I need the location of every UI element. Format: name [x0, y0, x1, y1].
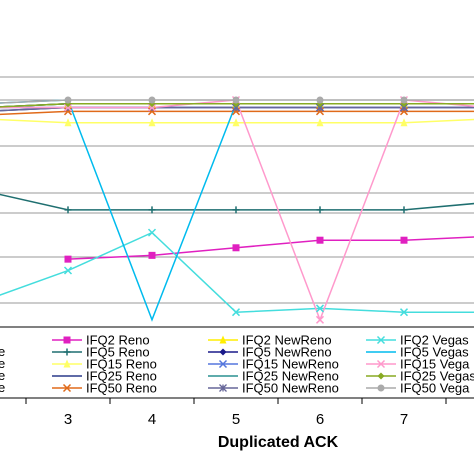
legend-label: IFQ50 NewReno	[242, 381, 339, 396]
data-point-marker	[231, 308, 241, 317]
data-point-marker	[400, 118, 408, 127]
legend-label: IFQ50 Reno	[86, 381, 157, 396]
data-point-marker	[64, 118, 72, 127]
legend-item: IFQ2 NewReno	[208, 333, 332, 348]
data-point-marker	[63, 103, 73, 112]
legend-item: IFQ15 Vega	[366, 357, 470, 372]
legend-label: IFQ5 Vegas	[400, 345, 469, 360]
legend-item: IFQ2 Vegas	[366, 333, 469, 348]
x-tick-label: 7	[400, 411, 408, 428]
legend-label: IFQ15 Reno	[86, 357, 157, 372]
data-point-marker	[316, 206, 324, 214]
legend-label: IFQ50 Vega	[400, 381, 470, 396]
data-point-marker	[316, 236, 324, 244]
data-point-marker	[219, 384, 227, 392]
data-point-marker	[147, 103, 157, 112]
data-point-marker	[316, 96, 324, 104]
legend-label-fragment: e	[0, 356, 5, 371]
legend-label-fragment: e	[0, 380, 5, 395]
data-point-marker	[219, 348, 227, 356]
legend-item: IFQ25 NewReno	[208, 369, 339, 384]
data-point-marker	[64, 206, 72, 214]
data-point-marker	[148, 96, 156, 104]
data-point-marker	[399, 308, 409, 317]
data-point-marker	[148, 118, 156, 127]
x-axis-title: Duplicated ACK	[218, 434, 339, 451]
legend-label: IFQ15 Vega	[400, 357, 470, 372]
legend-item: IFQ25 Vegas	[366, 369, 474, 384]
legend-label: IFQ2 NewReno	[242, 333, 332, 348]
data-point-marker	[64, 255, 72, 263]
legend-item: IFQ50 Reno	[52, 381, 157, 396]
legend-item: IFQ15 NewReno	[208, 357, 339, 372]
legend-label: IFQ2 Reno	[86, 333, 150, 348]
legend-label: IFQ5 NewReno	[242, 345, 332, 360]
data-point-marker	[232, 244, 240, 252]
data-point-marker	[376, 335, 386, 345]
data-point-marker	[377, 372, 385, 380]
series-line	[67, 236, 474, 260]
data-point-marker	[63, 266, 73, 275]
legend-label-fragment: e	[0, 368, 5, 383]
legend-item: IFQ50 Vega	[366, 381, 470, 396]
data-point-marker	[62, 383, 72, 393]
data-point-marker	[315, 304, 325, 313]
legend-item: IFQ25 Reno	[52, 369, 157, 384]
legend-label: IFQ25 Reno	[86, 369, 157, 384]
data-point-marker	[377, 384, 385, 392]
data-point-marker	[400, 206, 408, 214]
legend-label-fragment: e	[0, 344, 5, 359]
data-point-marker	[316, 118, 324, 127]
data-point-marker	[64, 96, 72, 104]
data-point-marker	[147, 228, 157, 237]
legend-item: IFQ5 Reno	[52, 345, 150, 360]
legend-item: IFQ5 NewReno	[208, 345, 332, 360]
data-point-marker	[218, 359, 228, 369]
x-tick-label: 5	[232, 411, 240, 428]
legend-item: IFQ2 Reno	[52, 333, 150, 348]
x-tick-label: 4	[148, 411, 156, 428]
data-point-marker	[400, 96, 408, 104]
data-point-marker	[376, 359, 386, 369]
markers-group	[63, 95, 409, 324]
legend-label: IFQ15 NewReno	[242, 357, 339, 372]
data-point-marker	[63, 359, 71, 368]
data-point-marker	[148, 251, 156, 259]
x-tick-label: 3	[64, 411, 72, 428]
data-point-marker	[232, 206, 240, 214]
legend-item: IFQ5 Vegas	[366, 345, 469, 360]
x-ticks: 3 4 5 6 7	[25, 398, 447, 428]
legend-label: IFQ25 NewReno	[242, 369, 339, 384]
legend-item: IFQ50 NewReno	[208, 381, 339, 396]
data-point-marker	[63, 336, 71, 344]
data-point-marker	[63, 348, 71, 356]
legend-item: IFQ15 Reno	[52, 357, 157, 372]
data-point-marker	[232, 96, 240, 104]
legend-label: IFQ25 Vegas	[400, 369, 474, 384]
data-point-marker	[400, 236, 408, 244]
legend-label: IFQ5 Reno	[86, 345, 150, 360]
data-point-marker	[232, 118, 240, 127]
data-point-marker	[219, 335, 227, 344]
data-point-marker	[315, 315, 325, 324]
data-point-marker	[148, 206, 156, 214]
legend-label: IFQ2 Vegas	[400, 333, 469, 348]
x-tick-label: 6	[316, 411, 324, 428]
